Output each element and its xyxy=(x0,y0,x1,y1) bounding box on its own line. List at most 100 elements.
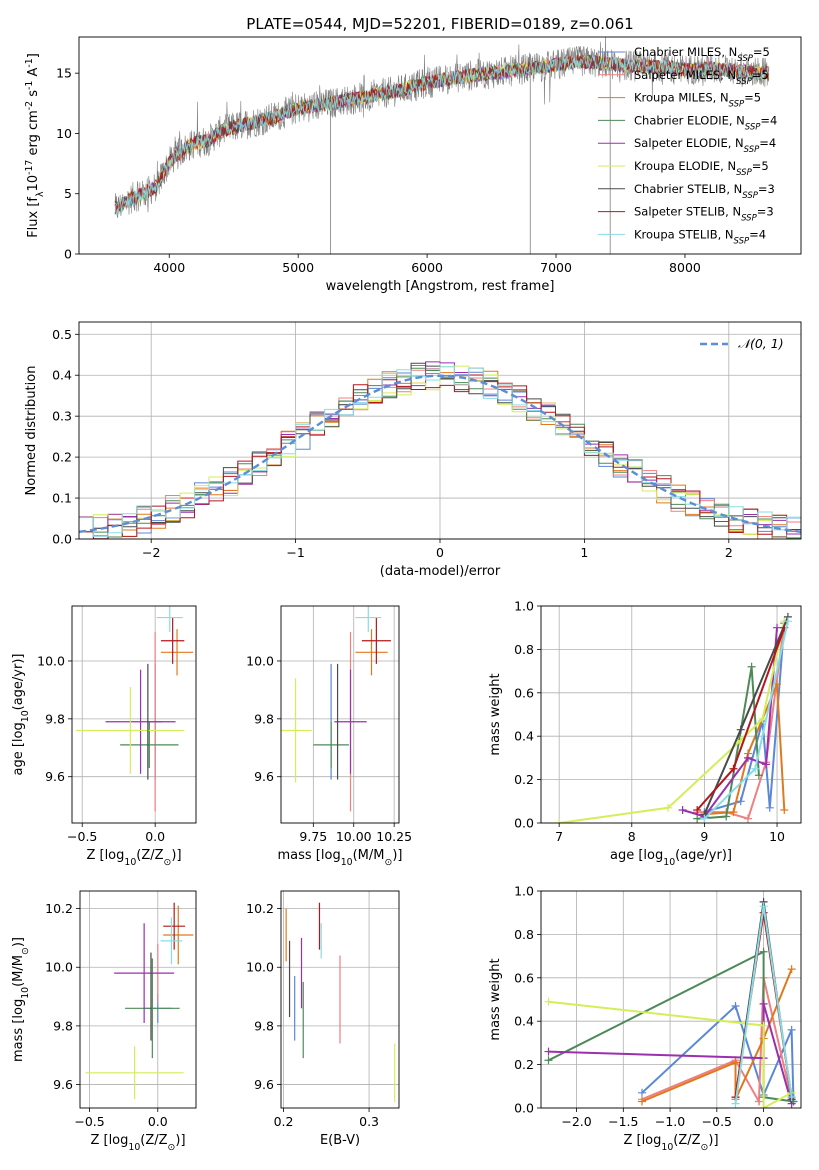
age_vs_mass-plot-area xyxy=(281,606,391,812)
normal-legend-label: 𝒩(0, 1) xyxy=(738,336,784,351)
errorbar-kroupa-stelib xyxy=(355,606,382,633)
age_vs_mass-frame xyxy=(280,605,400,824)
y-tick-label: 0.8 xyxy=(514,927,534,942)
residuals-axes: −2 −1 0 1 2 0.0 0.1 0.2 0.3 0.4 0.5 (data-model)/er… xyxy=(24,321,802,579)
x-tick-label: 0 xyxy=(436,545,444,560)
y-tick-label: 1.0 xyxy=(514,599,534,614)
x-tick-label: −0.5 xyxy=(74,1114,104,1129)
series-point-marker xyxy=(678,805,687,814)
x-tick-label: 7000 xyxy=(540,260,572,275)
series-point-marker xyxy=(731,1058,740,1067)
errorbar-kroupa-stelib xyxy=(160,917,183,965)
y-tick-label: 9.8 xyxy=(45,711,65,726)
series-point-marker xyxy=(555,819,564,823)
mass_vs_z-frame xyxy=(79,890,197,1109)
legend-entry-chabrier-stelib: Chabrier STELIB, NSSP=3 xyxy=(634,182,775,201)
age_vs_z-axes: −0.5 0.0 9.6 9.8 10.0 Z [log10(Z/Z⊙)] age [log… xyxy=(11,605,197,868)
y-tick-label: 10.0 xyxy=(246,960,274,975)
x-tick-label: 5000 xyxy=(282,260,314,275)
x-tick-label: 10.25 xyxy=(376,829,412,844)
series-point-marker xyxy=(544,997,553,1006)
mass_weight_vs_age-frame xyxy=(540,605,802,824)
y-tick-label: 1.0 xyxy=(514,884,534,899)
legend-entry-salpeter-elodie: Salpeter ELODIE, NSSP=4 xyxy=(634,136,776,155)
series-point-marker xyxy=(780,805,789,814)
x-axis-label: Z [log10(Z/Z⊙)] xyxy=(623,1133,718,1153)
series-point-marker xyxy=(787,1025,796,1034)
y-axis-label: mass [log10(M/M⊙)] xyxy=(11,937,31,1062)
errorbar-chabrier-elodie xyxy=(120,721,179,769)
y-tick-label: 9.6 xyxy=(254,769,274,784)
series-point-marker xyxy=(787,1093,796,1102)
y-tick-label: 9.8 xyxy=(254,711,274,726)
series-point-marker xyxy=(736,797,745,806)
mass_weight_vs_z-frame xyxy=(540,890,802,1109)
figure-title: PLATE=0544, MJD=52201, FIBERID=0189, z=0… xyxy=(246,15,633,33)
x-tick-label: −1.5 xyxy=(608,1114,638,1129)
y-tick-label: 9.6 xyxy=(45,769,65,784)
mass_weight_vs_age-axes: 7 8 9 10 0.0 0.2 0.4 0.6 0.8 1.0 age [log10(age/yr… xyxy=(488,599,802,868)
series-point-marker xyxy=(700,814,709,823)
age_vs_z-frame xyxy=(71,605,197,824)
y-tick-label: 0.0 xyxy=(52,532,72,547)
x-axis-label: wavelength [Angstrom, rest frame] xyxy=(326,279,555,294)
spectrum-axes: 4000 5000 6000 7000 8000 0 5 10 15 wavelength [An… xyxy=(24,36,802,294)
series-point-marker xyxy=(787,965,796,974)
x-tick-label: 0.3 xyxy=(359,1114,379,1129)
x-axis-label: Z [log10(Z/Z⊙)] xyxy=(86,848,181,868)
y-tick-label: 0.1 xyxy=(52,491,72,506)
series-point-marker xyxy=(693,805,702,814)
y-tick-label: 0.0 xyxy=(514,816,534,831)
series-line xyxy=(548,1000,793,1108)
residuals-frame xyxy=(78,321,802,540)
y-tick-label: 10 xyxy=(56,126,72,141)
y-tick-label: 0 xyxy=(64,247,72,262)
series-point-marker xyxy=(783,617,792,626)
series-point-marker xyxy=(759,902,768,911)
errorbar-chabrier-elodie xyxy=(313,721,349,769)
errorbar-salpeter-elodie xyxy=(105,669,176,774)
x-tick-label: 8000 xyxy=(669,260,701,275)
series-point-marker xyxy=(722,812,731,821)
series-point-marker xyxy=(729,764,738,773)
errorbar-kroupa-elodie xyxy=(85,1046,184,1100)
x-tick-label: 4000 xyxy=(153,260,185,275)
series-kroupa-stelib xyxy=(731,902,796,1108)
y-tick-label: 15 xyxy=(56,66,72,81)
series-point-marker xyxy=(736,725,745,734)
x-tick-label: 8 xyxy=(628,829,636,844)
age_vs_mass-axes: 9.75 10.00 10.25 9.6 9.8 10.0 mass [log10(M/M⊙… xyxy=(246,605,412,868)
spectrum-plot-area xyxy=(114,37,770,254)
x-axis-label: mass [log10(M/M⊙)] xyxy=(278,848,403,868)
x-tick-label: −2.0 xyxy=(561,1114,591,1129)
errorbar-kroupa-elodie xyxy=(76,687,185,774)
errorbar-salpeter-elodie xyxy=(114,923,175,1023)
series-kroupa-stelib xyxy=(700,617,792,823)
x-tick-label: 1 xyxy=(580,545,588,560)
errorbar-salpeter-stelib xyxy=(160,617,185,664)
x-tick-label: −0.5 xyxy=(67,829,97,844)
y-tick-label: 5 xyxy=(64,186,72,201)
series-salpeter-elodie xyxy=(678,623,782,821)
y-tick-label: 0.4 xyxy=(52,368,72,383)
y-tick-label: 0.4 xyxy=(514,729,534,744)
legend-entry-kroupa-stelib: Kroupa STELIB, NSSP=4 xyxy=(634,227,766,246)
series-salpeter-stelib xyxy=(693,623,789,814)
y-tick-label: 9.8 xyxy=(254,1018,274,1033)
series-point-marker xyxy=(754,771,763,780)
y-tick-label: 0.2 xyxy=(514,1057,534,1072)
y-axis-label: Flux [fλ10-17 erg cm-2 s-1 A-1] xyxy=(24,53,46,238)
y-tick-label: 10.2 xyxy=(246,901,274,916)
y-axis-label: age [log10(age/yr)] xyxy=(11,654,31,776)
y-tick-label: 0.6 xyxy=(514,685,534,700)
series-point-marker xyxy=(758,714,767,723)
errorbar-kroupa-elodie xyxy=(281,678,312,783)
histogram-kroupa-stelib xyxy=(79,366,801,537)
x-tick-label: 0.0 xyxy=(754,1114,774,1129)
series-point-marker xyxy=(544,1056,553,1065)
legend-entry-salpeter-stelib: Salpeter STELIB, NSSP=3 xyxy=(634,205,774,224)
y-tick-label: 10.0 xyxy=(37,653,65,668)
y-tick-label: 0.2 xyxy=(514,772,534,787)
series-point-marker xyxy=(759,1104,768,1108)
errorbar-salpeter-elodie xyxy=(334,669,367,774)
